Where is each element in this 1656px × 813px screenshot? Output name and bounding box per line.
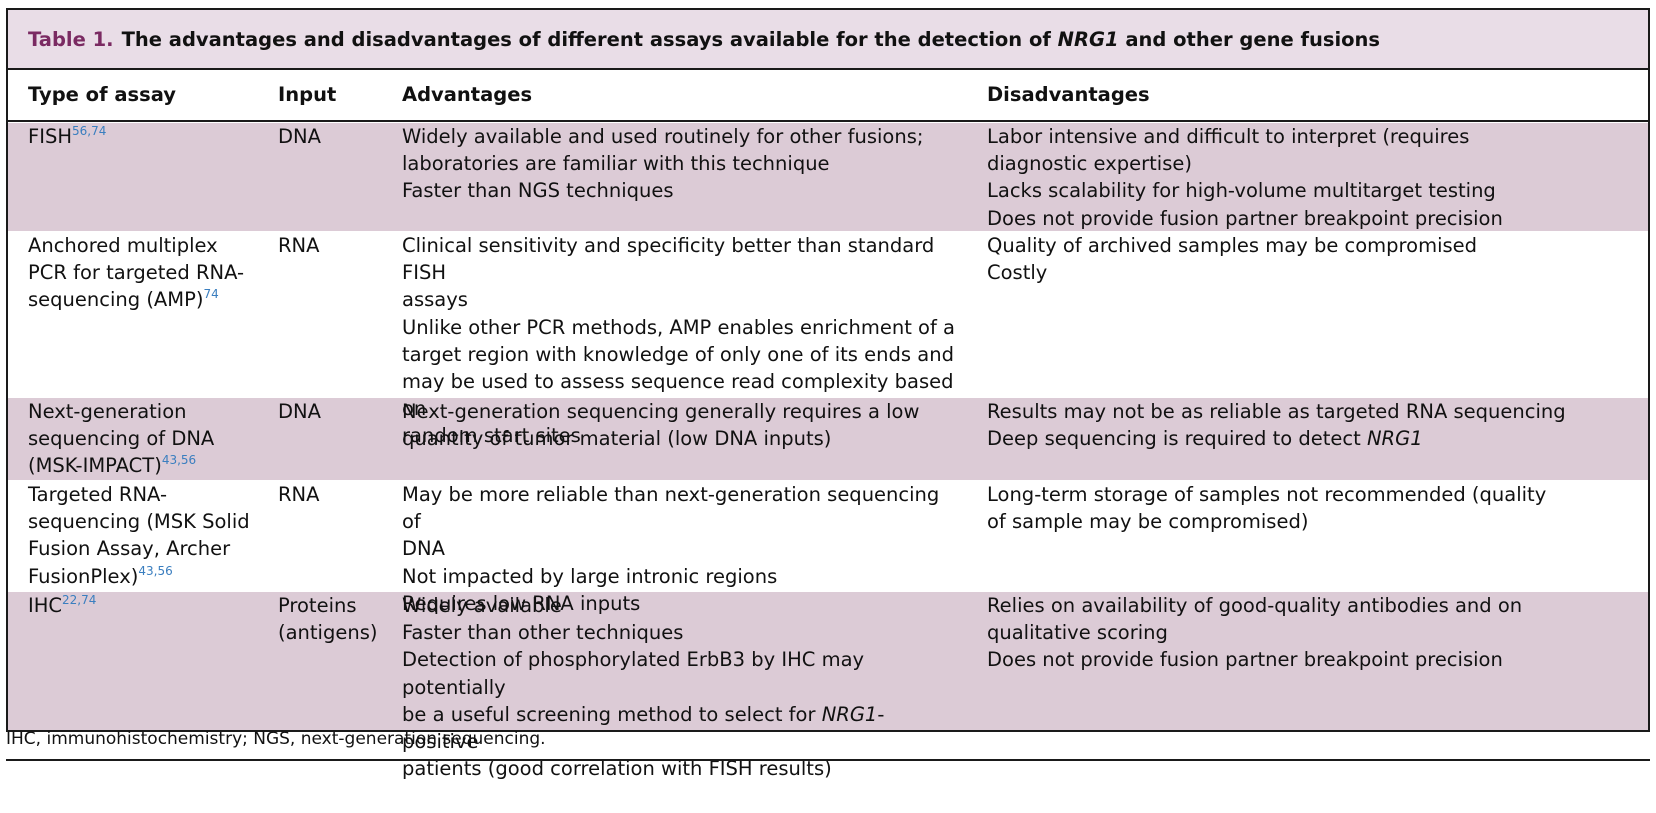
advantage-line: DNA	[402, 537, 445, 561]
cell-advantages: Widely available Faster than other techni…	[380, 592, 965, 780]
advantage-line: May be more reliable than next-generatio…	[402, 483, 946, 534]
reference-link[interactable]: 56,74	[72, 124, 107, 138]
table-caption: Table 1. The advantages and disadvantage…	[8, 10, 1648, 70]
caption-label: Table 1.	[28, 27, 114, 51]
assay-type-line: (MSK-IMPACT)43,56	[28, 453, 197, 478]
input-line: RNA	[278, 483, 320, 506]
advantage-line: Next-generation sequencing generally req…	[402, 400, 920, 423]
advantage-line: may be used to assess sequence read comp…	[402, 370, 960, 421]
advantage-line: Requires low RNA inputs	[402, 591, 641, 615]
input-line: DNA	[278, 125, 321, 148]
caption-text-after: and other gene fusions	[1118, 27, 1381, 51]
reference-link[interactable]: 43,56	[138, 563, 173, 578]
advantage-line: Faster than other techniques	[402, 621, 684, 645]
cell-input: RNA	[258, 232, 380, 397]
table-row: FISH56,74 DNA Widely available and used ro…	[8, 122, 1648, 231]
advantage-line: Not impacted by large intronic regions	[402, 564, 778, 588]
advantage-line: random start sites	[402, 424, 581, 448]
header-disadvantages: Disadvantages	[987, 83, 1150, 107]
cell-assay-type: FISH56,74	[8, 123, 258, 231]
caption-text: The advantages and disadvantages of diff…	[122, 28, 1380, 51]
assay-type-line: PCR for targeted RNA-	[28, 261, 245, 285]
advantage-line: quantity of tumor material (low DNA inpu…	[402, 427, 832, 451]
assay-type-line: sequencing (MSK Solid	[28, 510, 250, 534]
table-row: Next-generation sequencing of DNA (MSK-IMP…	[8, 397, 1648, 480]
caption-text-before: The advantages and disadvantages of diff…	[121, 27, 1058, 51]
table-header-row: Type of assay Input Advantages Disadvant…	[8, 70, 1648, 122]
cell-disadvantages: Labor intensive and difficult to interpr…	[965, 123, 1648, 231]
gene-name: NRG1	[1366, 427, 1423, 451]
cell-assay-type: Next-generation sequencing of DNA (MSK-IMP…	[8, 398, 258, 480]
assay-type-line: FISH56,74	[28, 124, 107, 148]
advantage-line: Clinical sensitivity and specificity bet…	[402, 234, 941, 285]
advantage-line: assays	[402, 288, 468, 312]
disadvantage-line: Results may not be as reliable as target…	[987, 400, 1566, 423]
advantage-line: be a useful screening method to select f…	[402, 702, 885, 754]
disadvantage-line: Quality of archived samples may be compr…	[987, 234, 1478, 257]
assay-type-line: sequencing (AMP)74	[28, 287, 219, 312]
table-row: Targeted RNA-sequencing (MSK Solid Fusion…	[8, 480, 1648, 615]
gene-suffix: -positive	[402, 702, 885, 754]
cell-input: DNA	[258, 398, 380, 480]
table-footnote: IHC, immunohistochemistry; NGS, next-gen…	[6, 729, 546, 749]
input-line: Proteins	[278, 594, 357, 617]
cell-input: RNA	[258, 481, 380, 591]
assay-type-line: IHC22,74	[28, 593, 97, 617]
disadvantage-line: qualitative scoring	[987, 621, 1168, 645]
disadvantage-line: Relies on availability of good-quality a…	[987, 594, 1523, 617]
disadvantage-line: Does not provide fusion partner breakpoi…	[987, 648, 1503, 672]
table-row: IHC22,74 Proteins (antigens) Widely availab…	[8, 591, 1648, 780]
advantage-line: Unlike other PCR methods, AMP enables en…	[402, 315, 955, 339]
table-body: FISH56,74 DNA Widely available and used ro…	[8, 122, 1648, 780]
cell-assay-type: Targeted RNA-sequencing (MSK Solid Fusion…	[8, 481, 258, 591]
assay-type-line: Next-generation	[28, 400, 187, 423]
disadvantage-line: Does not provide fusion partner breakpoi…	[987, 206, 1503, 230]
reference-link[interactable]: 22,74	[62, 593, 97, 607]
input-line: (antigens)	[278, 621, 378, 645]
advantage-line: target region with knowledge of only one…	[402, 342, 954, 366]
disadvantage-line: Long-term storage of samples not recomme…	[987, 483, 1547, 506]
advantage-line: patients (good correlation with FISH res…	[402, 757, 832, 781]
cell-advantages: Next-generation sequencing generally req…	[380, 398, 965, 480]
assay-type-line: FusionPlex)43,56	[28, 563, 173, 588]
advantage-line: laboratories are familiar with this tech…	[402, 152, 830, 176]
caption-gene: NRG1	[1057, 27, 1119, 51]
header-type: Type of assay	[28, 83, 176, 107]
disadvantage-line: Lacks scalability for high-volume multit…	[987, 179, 1496, 203]
cell-assay-type: IHC22,74	[8, 592, 258, 730]
reference-link[interactable]: 74	[203, 287, 219, 302]
input-line: DNA	[278, 400, 321, 423]
header-advantages: Advantages	[402, 83, 533, 107]
advantage-line: Detection of phosphorylated ErbB3 by IHC…	[402, 648, 871, 699]
advantage-line: Widely available	[402, 594, 562, 617]
assay-type-line: sequencing of DNA	[28, 427, 215, 451]
advantage-line: Widely available and used routinely for …	[402, 125, 924, 148]
assay-type-line: Fusion Assay, Archer	[28, 537, 231, 561]
table-row: Anchored multiplex PCR for targeted RNA-s…	[8, 231, 1648, 447]
assay-table: Table 1. The advantages and disadvantage…	[6, 8, 1650, 780]
disadvantage-line: Costly	[987, 261, 1048, 285]
cell-assay-type: Anchored multiplex PCR for targeted RNA-s…	[8, 232, 258, 397]
cell-advantages: Widely available and used routinely for …	[380, 123, 965, 231]
header-input: Input	[278, 83, 337, 107]
assay-type-line: Anchored multiplex	[28, 234, 218, 257]
cell-advantages: Clinical sensitivity and specificity bet…	[380, 232, 965, 447]
cell-disadvantages: Quality of archived samples may be compr…	[965, 232, 1648, 397]
assay-type-line: Targeted RNA-	[28, 483, 167, 506]
advantage-line: Faster than NGS techniques	[402, 179, 674, 203]
reference-link[interactable]: 43,56	[161, 453, 197, 468]
bottom-rule	[6, 759, 1650, 761]
input-line: RNA	[278, 234, 320, 257]
cell-advantages: May be more reliable than next-generatio…	[380, 481, 965, 615]
gene-name: NRG1	[821, 702, 878, 726]
cell-disadvantages: Long-term storage of samples not recomme…	[965, 481, 1648, 591]
disadvantage-line: Deep sequencing is required to detect NR…	[987, 427, 1423, 451]
disadvantage-line: Labor intensive and difficult to interpr…	[987, 125, 1470, 148]
disadvantage-line: diagnostic expertise)	[987, 152, 1192, 176]
cell-input: Proteins (antigens)	[258, 592, 380, 730]
cell-input: DNA	[258, 123, 380, 231]
cell-disadvantages: Relies on availability of good-quality a…	[965, 592, 1648, 730]
cell-disadvantages: Results may not be as reliable as target…	[965, 398, 1648, 480]
disadvantage-line: of sample may be compromised)	[987, 510, 1309, 534]
